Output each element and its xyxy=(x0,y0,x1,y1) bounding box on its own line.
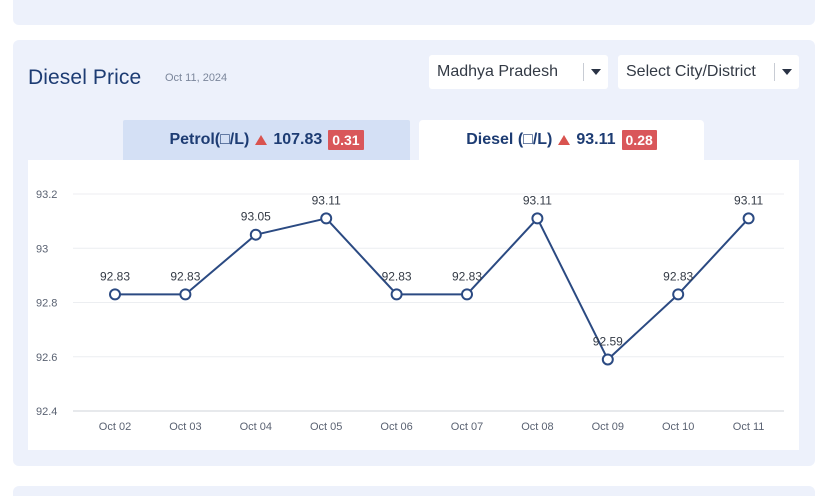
tab-diesel[interactable]: Diesel (□/L) 93.11 0.28 xyxy=(419,120,704,160)
data-label: 92.59 xyxy=(593,334,623,348)
data-point xyxy=(742,212,755,225)
data-point xyxy=(531,212,544,225)
x-tick-label: Oct 04 xyxy=(240,421,272,433)
data-label: 92.83 xyxy=(663,269,693,283)
chevron-down-icon[interactable] xyxy=(584,69,608,75)
data-label: 92.83 xyxy=(382,269,412,283)
y-tick-label: 93 xyxy=(36,243,48,255)
arrow-up-icon xyxy=(255,135,268,145)
state-select[interactable]: Madhya Pradesh xyxy=(429,55,608,89)
data-label: 93.11 xyxy=(312,193,341,207)
data-label: 92.83 xyxy=(100,269,130,283)
tab-petrol-label: Petrol(□/L) xyxy=(169,131,250,148)
data-point xyxy=(109,288,121,301)
data-label: 93.05 xyxy=(241,210,271,224)
data-label: 93.11 xyxy=(523,193,552,207)
y-tick-label: 92.4 xyxy=(36,406,57,418)
tab-petrol-change-badge: 0.31 xyxy=(328,130,364,150)
x-tick-label: Oct 08 xyxy=(521,421,553,433)
city-select-placeholder: Select City/District xyxy=(626,63,756,80)
select-divider xyxy=(774,63,775,81)
y-tick-label: 93.2 xyxy=(36,189,57,201)
arrow-up-icon xyxy=(558,135,571,145)
x-tick-label: Oct 09 xyxy=(592,421,624,433)
data-label: 92.83 xyxy=(170,269,200,283)
data-label: 93.11 xyxy=(734,193,763,207)
x-tick-label: Oct 02 xyxy=(99,421,131,433)
chevron-down-icon[interactable] xyxy=(775,69,799,75)
tab-diesel-label: Diesel (□/L) xyxy=(466,131,553,148)
tab-diesel-price: 93.11 xyxy=(576,131,616,148)
data-point xyxy=(320,212,333,225)
price-date: Oct 11, 2024 xyxy=(165,72,228,84)
x-tick-label: Oct 10 xyxy=(662,421,694,433)
y-tick-label: 92.8 xyxy=(36,298,57,310)
x-tick-label: Oct 07 xyxy=(451,421,483,433)
tab-diesel-change-badge: 0.28 xyxy=(621,130,657,150)
data-point xyxy=(179,288,192,301)
series-line xyxy=(115,217,750,361)
state-select-value: Madhya Pradesh xyxy=(437,63,558,80)
data-point xyxy=(601,353,614,366)
y-tick-label: 92.6 xyxy=(36,352,57,364)
previous-card xyxy=(13,0,815,25)
data-point xyxy=(390,288,403,301)
data-label: 92.83 xyxy=(452,269,482,283)
city-select[interactable]: Select City/District xyxy=(618,55,799,89)
x-tick-label: Oct 11 xyxy=(733,421,765,433)
next-card xyxy=(13,486,815,496)
price-line-chart: 92.4 92.6 92.8 93 93.2 Oct 02 Oct 03 Oct 04 Oct … xyxy=(36,189,784,433)
data-point xyxy=(461,288,473,301)
x-tick-label: Oct 06 xyxy=(380,421,412,433)
select-divider xyxy=(583,63,584,81)
diesel-price-card: Diesel Price Oct 11, 2024 Madhya Pradesh… xyxy=(13,40,815,466)
tab-petrol[interactable]: Petrol(□/L) 107.83 0.31 xyxy=(123,120,410,160)
data-point xyxy=(672,288,685,301)
x-tick-label: Oct 05 xyxy=(310,421,342,433)
price-chart: 92.4 92.6 92.8 93 93.2 Oct 02 Oct 03 Oct 04 Oct … xyxy=(28,160,799,450)
tab-petrol-price: 107.83 xyxy=(273,131,323,148)
x-tick-label: Oct 03 xyxy=(169,421,201,433)
page-title: Diesel Price xyxy=(28,66,142,89)
data-point xyxy=(249,228,262,241)
